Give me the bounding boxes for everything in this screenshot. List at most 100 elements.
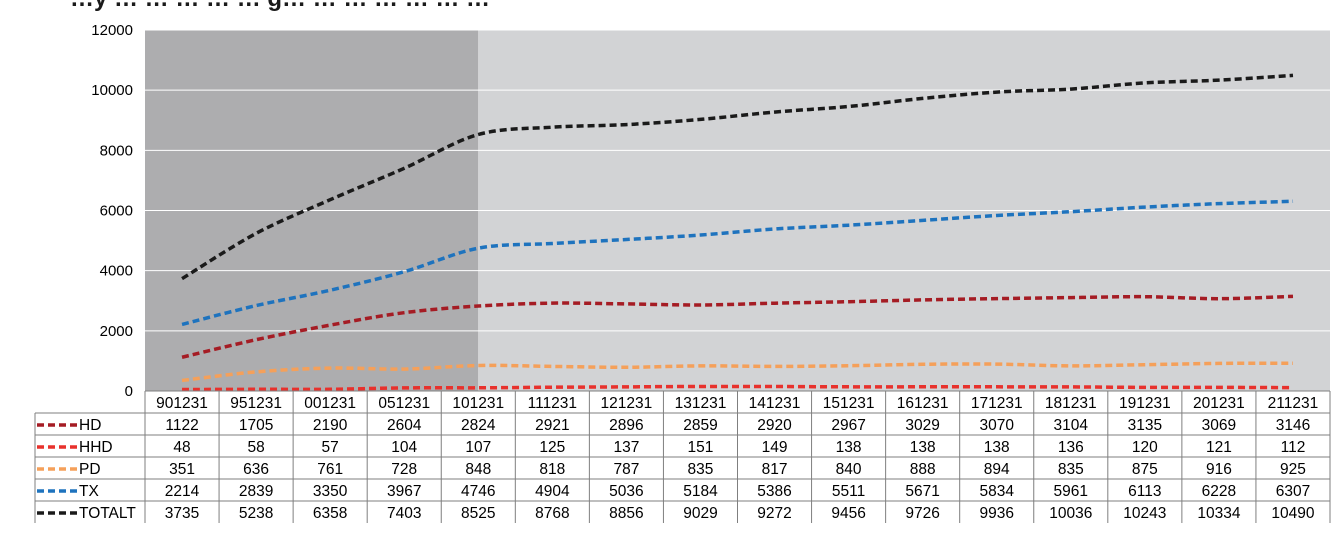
data-label: 3029 xyxy=(905,417,939,434)
data-label: 138 xyxy=(984,439,1010,456)
data-label: 3069 xyxy=(1202,417,1236,434)
data-label: 136 xyxy=(1058,439,1084,456)
data-label: 761 xyxy=(317,461,343,478)
legend-label-hhd: HHD xyxy=(79,439,113,456)
data-label: 137 xyxy=(613,439,639,456)
data-label: 8856 xyxy=(609,505,643,522)
data-label: 8525 xyxy=(461,505,495,522)
data-label: 8768 xyxy=(535,505,569,522)
data-label: 875 xyxy=(1132,461,1158,478)
data-label: 3967 xyxy=(387,483,421,500)
data-label: 149 xyxy=(762,439,788,456)
data-label: 58 xyxy=(247,439,264,456)
data-label: 3735 xyxy=(165,505,199,522)
x-tick-label: 171231 xyxy=(971,395,1023,412)
legend-label-pd: PD xyxy=(79,461,101,478)
y-tick-label-10000: 10000 xyxy=(91,82,133,99)
data-label: 835 xyxy=(1058,461,1084,478)
y-tick-label-4000: 4000 xyxy=(100,263,133,280)
data-label: 2214 xyxy=(165,483,200,500)
data-label: 818 xyxy=(539,461,565,478)
series-line-pd xyxy=(181,361,1294,383)
x-tick-label: 901231 xyxy=(156,395,208,412)
data-label: 3104 xyxy=(1054,417,1089,434)
data-label: 4746 xyxy=(461,483,495,500)
data-label: 5036 xyxy=(609,483,643,500)
data-label: 5511 xyxy=(832,483,865,500)
x-tick-label: 181231 xyxy=(1045,395,1097,412)
data-label: 2921 xyxy=(535,417,569,434)
data-label: 5834 xyxy=(979,483,1014,500)
data-label: 9272 xyxy=(757,505,791,522)
data-table: 901231 951231 001231 051231 101231 111231 1212… xyxy=(34,390,1331,523)
data-label: 10036 xyxy=(1049,505,1092,522)
data-label: 10243 xyxy=(1123,505,1166,522)
data-label: 3135 xyxy=(1128,417,1162,434)
data-label: 5238 xyxy=(239,505,273,522)
data-label: 10334 xyxy=(1197,505,1240,522)
x-tick-label: 161231 xyxy=(897,395,949,412)
data-label: 888 xyxy=(910,461,936,478)
data-label: 2859 xyxy=(683,417,717,434)
legend-label-tx: TX xyxy=(79,483,99,500)
data-label: 1122 xyxy=(165,417,198,434)
data-label: 107 xyxy=(465,439,491,456)
data-label: 817 xyxy=(762,461,788,478)
data-label: 3146 xyxy=(1276,417,1310,434)
data-label: 728 xyxy=(391,461,417,478)
y-tick-label-2000: 2000 xyxy=(100,323,133,340)
data-label: 2824 xyxy=(461,417,496,434)
data-label: 5671 xyxy=(905,483,939,500)
chart-title: …y … … … … … g… … … … … … … xyxy=(70,0,1070,11)
y-axis-ticks: 0 2000 4000 6000 8000 10000 12000 xyxy=(91,22,133,400)
series-line-tx xyxy=(181,199,1294,327)
data-label: 121 xyxy=(1206,439,1232,456)
data-label: 9726 xyxy=(905,505,939,522)
x-tick-label: 001231 xyxy=(304,395,356,412)
series-line-hhd xyxy=(182,384,1294,392)
y-tick-label-12000: 12000 xyxy=(91,22,133,39)
data-label: 57 xyxy=(322,439,339,456)
y-tick-label-8000: 8000 xyxy=(100,142,133,159)
data-label: 6113 xyxy=(1128,483,1161,500)
data-label: 138 xyxy=(836,439,862,456)
data-label: 9456 xyxy=(831,505,865,522)
data-label: 10490 xyxy=(1271,505,1314,522)
data-label: 6307 xyxy=(1276,483,1310,500)
data-label: 138 xyxy=(910,439,936,456)
data-label: 3350 xyxy=(313,483,348,500)
x-tick-label: 151231 xyxy=(823,395,875,412)
data-label: 9936 xyxy=(979,505,1013,522)
data-label: 2896 xyxy=(609,417,643,434)
data-label: 925 xyxy=(1280,461,1306,478)
data-label: 6358 xyxy=(313,505,347,522)
series-lines xyxy=(181,73,1294,392)
data-label: 351 xyxy=(169,461,195,478)
data-label: 787 xyxy=(613,461,639,478)
data-label: 636 xyxy=(243,461,269,478)
data-label: 840 xyxy=(836,461,862,478)
x-tick-label: 101231 xyxy=(452,395,504,412)
series-line-totalt xyxy=(181,73,1294,281)
data-label: 848 xyxy=(465,461,491,478)
gridlines xyxy=(145,29,1330,332)
data-label: 1705 xyxy=(239,417,273,434)
y-tick-label-6000: 6000 xyxy=(100,203,133,220)
data-label: 894 xyxy=(984,461,1010,478)
data-label: 151 xyxy=(688,439,714,456)
legend-label-totalt: TOTALT xyxy=(79,505,136,522)
x-tick-label: 141231 xyxy=(749,395,801,412)
x-tick-label: 191231 xyxy=(1119,395,1171,412)
data-label: 3070 xyxy=(979,417,1014,434)
data-label: 2967 xyxy=(831,417,865,434)
data-label: 120 xyxy=(1132,439,1158,456)
data-label: 2839 xyxy=(239,483,273,500)
data-label: 916 xyxy=(1206,461,1232,478)
data-label: 835 xyxy=(688,461,714,478)
data-label: 125 xyxy=(539,439,565,456)
data-label: 4904 xyxy=(535,483,570,500)
data-label: 2604 xyxy=(387,417,422,434)
data-label: 5184 xyxy=(683,483,718,500)
data-label: 5386 xyxy=(757,483,791,500)
